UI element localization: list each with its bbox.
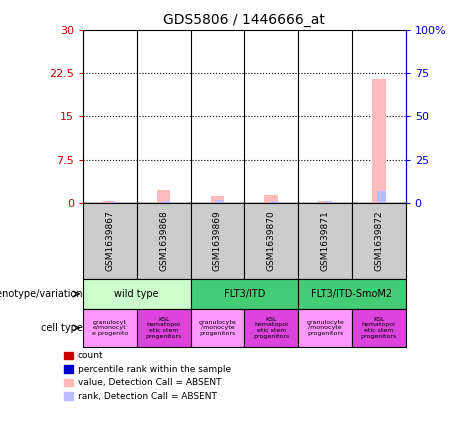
Title: GDS5806 / 1446666_at: GDS5806 / 1446666_at [163, 13, 325, 27]
Bar [103, 201, 117, 203]
Text: KSL
hematopoi
etic stem
progenitors: KSL hematopoi etic stem progenitors [146, 317, 182, 339]
Legend: count, percentile rank within the sample, value, Detection Call = ABSENT, rank, : count, percentile rank within the sample… [65, 352, 231, 401]
Bar [298, 309, 352, 347]
Text: GSM1639868: GSM1639868 [159, 211, 168, 272]
Bar [190, 203, 244, 279]
Bar [137, 203, 190, 279]
Bar [190, 279, 298, 309]
Text: granulocyt
e/monocyt
e progenito: granulocyt e/monocyt e progenito [92, 319, 128, 336]
Bar [298, 279, 406, 309]
Text: granulocyte
/monocyte
progenitors: granulocyte /monocyte progenitors [306, 319, 344, 336]
Text: GSM1639870: GSM1639870 [267, 211, 276, 272]
Bar [318, 201, 332, 203]
Bar [265, 195, 278, 203]
Text: GSM1639867: GSM1639867 [106, 211, 114, 272]
Bar [352, 309, 406, 347]
Text: granulocyte
/monocyte
progenitors: granulocyte /monocyte progenitors [199, 319, 236, 336]
Text: GSM1639869: GSM1639869 [213, 211, 222, 272]
Text: GSM1639871: GSM1639871 [320, 211, 330, 272]
Bar [83, 309, 137, 347]
Bar [190, 309, 244, 347]
Bar [108, 202, 117, 203]
Bar [162, 201, 171, 203]
Text: GSM1639872: GSM1639872 [374, 211, 383, 272]
Bar [244, 309, 298, 347]
Bar [137, 309, 190, 347]
Text: KSL
hematopoi
etic stem
progenitors: KSL hematopoi etic stem progenitors [361, 317, 397, 339]
Bar [157, 190, 171, 203]
Text: FLT3/ITD-SmoM2: FLT3/ITD-SmoM2 [311, 289, 392, 299]
Bar [83, 203, 137, 279]
Bar [211, 196, 224, 203]
Text: FLT3/ITD: FLT3/ITD [224, 289, 265, 299]
Bar [378, 190, 385, 203]
Bar [352, 203, 406, 279]
Bar [216, 200, 224, 203]
Bar [372, 79, 385, 203]
Bar [83, 279, 190, 309]
Text: cell type: cell type [41, 323, 83, 333]
Bar [244, 203, 298, 279]
Bar [298, 203, 352, 279]
Bar [270, 201, 278, 203]
Bar [324, 201, 332, 203]
Text: wild type: wild type [114, 289, 159, 299]
Text: genotype/variation: genotype/variation [0, 289, 83, 299]
Text: KSL
hematopoi
etic stem
progenitors: KSL hematopoi etic stem progenitors [253, 317, 290, 339]
